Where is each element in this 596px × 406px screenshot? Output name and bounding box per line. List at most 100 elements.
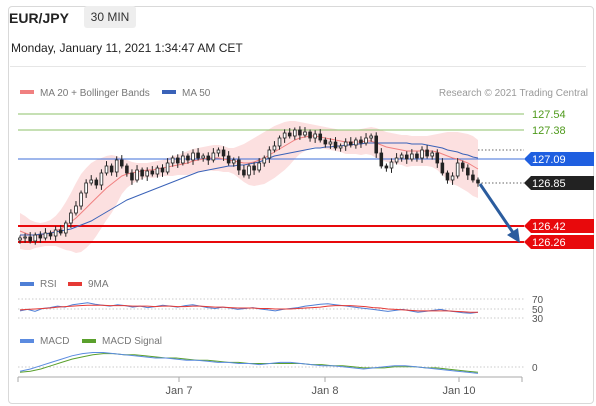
ma50-legend-label: MA 50 [182, 88, 211, 99]
candlesticks [18, 126, 480, 245]
candle-35 [196, 148, 200, 161]
level-tag-1: 127.38 [532, 125, 566, 137]
forecast-arrow [478, 183, 520, 243]
level-tag-text-0: 127.54 [532, 109, 566, 121]
candle-body-58 [313, 133, 317, 139]
candle-66 [354, 137, 358, 149]
candle-body-52 [282, 132, 287, 139]
candle-body-81 [430, 152, 434, 157]
candle-17 [104, 161, 109, 176]
candle-body-37 [206, 155, 211, 161]
candle-5 [43, 228, 48, 241]
candle-body-51 [277, 137, 282, 147]
candle-body-38 [211, 152, 216, 161]
rsi-legend-swatch [20, 282, 34, 286]
candle-body-8 [58, 229, 63, 234]
rsi-tick-70: 70 [532, 295, 544, 306]
candle-33 [186, 153, 190, 164]
candle-body-9 [64, 222, 68, 234]
candle-13 [84, 179, 88, 198]
candle-body-77 [410, 153, 414, 160]
candle-body-45 [247, 165, 251, 176]
timeframe-badge[interactable]: 30 MIN [84, 6, 136, 28]
candle-body-17 [104, 165, 109, 174]
candle-body-87 [460, 162, 465, 169]
macd-legend: MACD MACD Signal [20, 336, 162, 347]
level-tag-text-5: 126.26 [532, 237, 566, 249]
candle-body-20 [119, 159, 124, 167]
candle-body-15 [94, 179, 99, 186]
candle-12 [79, 190, 83, 210]
candle-body-46 [252, 165, 256, 171]
candle-83 [440, 158, 445, 176]
candle-body-63 [338, 145, 343, 149]
level-tag-0: 127.54 [532, 109, 566, 121]
candle-53 [287, 128, 292, 139]
candle-27 [155, 165, 160, 178]
candle-body-32 [181, 155, 185, 164]
candle-body-53 [287, 132, 292, 137]
candle-body-2 [28, 236, 32, 242]
candle-22 [130, 169, 134, 185]
candle-body-65 [348, 141, 353, 146]
candle-body-72 [384, 165, 389, 169]
candle-body-3 [33, 234, 38, 242]
macd-legend-swatch [20, 339, 34, 343]
candle-body-86 [455, 162, 460, 177]
main-legend: MA 20 + Bollinger Bands MA 50 Research ©… [20, 88, 588, 99]
candle-68 [364, 133, 368, 146]
candle-32 [181, 151, 185, 166]
candle-81 [430, 150, 434, 160]
candle-88 [466, 164, 470, 180]
candle-body-68 [364, 137, 368, 144]
level-tag-text-3: 126.85 [532, 178, 566, 190]
candle-37 [206, 152, 211, 165]
candle-59 [318, 129, 323, 143]
candle-85 [450, 172, 455, 185]
candle-body-60 [323, 139, 328, 145]
candle-73 [389, 158, 394, 173]
candle-body-59 [318, 133, 323, 141]
candle-body-75 [399, 154, 404, 159]
candle-2 [28, 232, 32, 244]
candle-body-83 [440, 162, 445, 174]
candle-body-79 [420, 149, 424, 159]
candle-body-54 [293, 129, 297, 137]
candle-77 [410, 149, 414, 162]
candle-18 [109, 163, 114, 176]
candle-body-16 [99, 172, 104, 186]
candle-29 [165, 158, 170, 175]
candle-71 [379, 148, 384, 169]
ma20-line [19, 135, 479, 236]
candle-body-22 [130, 172, 134, 181]
level-tag-text-4: 126.42 [532, 221, 566, 233]
candle-60 [323, 137, 328, 148]
candle-49 [267, 146, 272, 163]
candle-84 [445, 170, 450, 184]
candle-body-25 [145, 170, 150, 177]
header-divider [10, 66, 586, 67]
level-tag-3: 126.85 [524, 176, 594, 190]
candle-75 [399, 152, 404, 162]
candle-26 [150, 166, 155, 177]
level-tag-bg-3 [524, 176, 594, 190]
candle-body-55 [298, 129, 302, 136]
candle-38 [211, 148, 216, 163]
candle-28 [160, 164, 165, 177]
candle-51 [277, 135, 282, 150]
rsi-tick-30: 30 [532, 314, 544, 325]
candle-body-61 [328, 141, 333, 145]
candle-43 [237, 156, 241, 175]
candle-61 [328, 138, 333, 149]
bollinger-band [20, 121, 478, 253]
level-tag-2: 127.09 [524, 152, 594, 166]
level-tag-text-1: 127.38 [532, 125, 566, 137]
candle-48 [262, 155, 267, 167]
candle-body-64 [343, 141, 348, 147]
candle-body-40 [221, 149, 226, 157]
candle-34 [191, 149, 195, 165]
candle-body-28 [160, 167, 165, 173]
candle-body-85 [450, 175, 455, 181]
candle-54 [293, 127, 297, 140]
